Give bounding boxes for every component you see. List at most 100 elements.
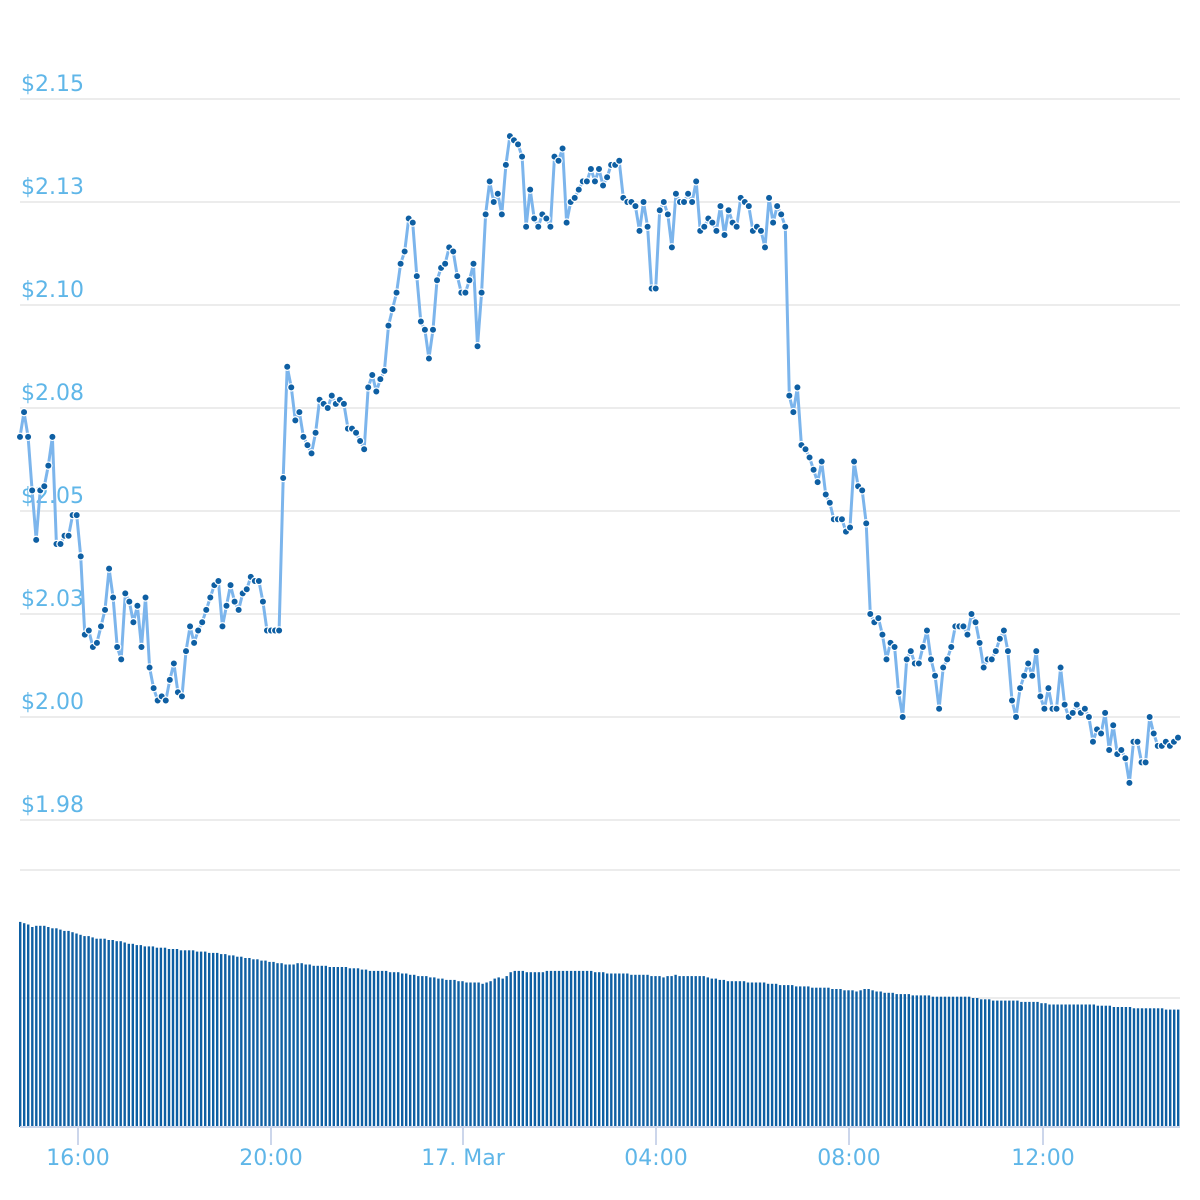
volume-bar	[714, 978, 717, 1127]
volume-bar	[204, 951, 207, 1127]
volume-bar	[35, 925, 38, 1127]
price-point	[1084, 712, 1094, 722]
volume-bar	[352, 968, 356, 1127]
x-tick-label: 04:00	[624, 1146, 687, 1171]
volume-bar	[288, 964, 291, 1127]
volume-bar	[1004, 1000, 1007, 1127]
price-point	[1072, 700, 1081, 709]
volume-bar	[577, 970, 581, 1127]
volume-bar	[216, 952, 219, 1128]
volume-bar	[606, 973, 609, 1127]
price-point	[299, 432, 308, 442]
price-point	[226, 580, 235, 590]
volume-bar	[686, 976, 689, 1127]
volume-bar	[517, 970, 520, 1127]
volume-bar	[1044, 1003, 1047, 1127]
price-point	[339, 399, 349, 409]
volume-bar	[340, 967, 344, 1127]
volume-bar	[401, 973, 404, 1127]
volume-bar	[791, 985, 794, 1127]
price-point	[546, 222, 555, 231]
volume-bar	[1128, 1007, 1132, 1127]
volume-bar	[1080, 1004, 1083, 1127]
price-point	[420, 325, 430, 334]
volume-bar	[1048, 1004, 1051, 1127]
price-point	[1080, 704, 1090, 713]
price-point	[639, 197, 648, 207]
volume-bar	[296, 963, 299, 1127]
x-tick-label: 08:00	[817, 1146, 880, 1171]
price-point	[590, 177, 600, 186]
price-point	[732, 222, 741, 231]
volume-bar	[437, 978, 440, 1127]
price-point	[202, 605, 211, 615]
volume-bar	[1120, 1007, 1124, 1127]
price-point	[92, 638, 102, 648]
price-point	[161, 696, 170, 705]
volume-bar	[505, 976, 508, 1127]
volume-bar	[71, 932, 74, 1127]
volume-bar	[959, 996, 963, 1127]
price-point	[562, 218, 571, 227]
volume-bar	[839, 989, 842, 1127]
volume-bar	[167, 949, 171, 1127]
price-point	[821, 490, 830, 499]
price-point	[866, 609, 875, 619]
x-tick-label: 12:00	[1011, 1146, 1074, 1171]
price-point	[995, 634, 1005, 643]
volume-bar	[276, 963, 279, 1127]
volume-bar	[324, 965, 327, 1128]
price-point	[376, 374, 385, 384]
volume-bar	[232, 955, 235, 1127]
price-point	[1173, 733, 1183, 742]
volume-bar	[23, 923, 26, 1127]
volume-bar	[557, 970, 561, 1127]
price-point	[517, 152, 527, 161]
volume-bar	[1068, 1004, 1071, 1127]
volume-bar	[694, 976, 697, 1127]
price-point	[801, 445, 810, 454]
y-tick-label: $2.13	[21, 175, 84, 200]
price-point	[169, 659, 179, 668]
price-point	[809, 465, 818, 474]
price-point	[234, 605, 243, 615]
volume-bar	[123, 942, 126, 1127]
volume-bar	[887, 992, 890, 1127]
volume-bar	[843, 990, 846, 1127]
volume-bar	[336, 967, 339, 1127]
volume-bar	[1132, 1008, 1136, 1127]
volume-bar	[654, 976, 657, 1127]
volume-bar	[175, 949, 179, 1127]
volume-bar	[248, 958, 251, 1127]
volume-bar	[111, 940, 114, 1127]
volume-bar	[795, 986, 798, 1127]
volume-bar	[903, 994, 906, 1127]
volume-bar	[569, 970, 573, 1127]
price-point	[424, 354, 434, 363]
price-point	[254, 576, 264, 586]
volume-bar	[497, 977, 500, 1127]
volume-bar	[626, 973, 629, 1127]
price-point	[789, 407, 798, 417]
price-point	[793, 383, 802, 392]
price-point	[712, 226, 721, 236]
price-point	[465, 276, 474, 285]
volume-bar	[224, 954, 227, 1127]
volume-bar	[758, 982, 762, 1127]
price-point	[906, 646, 915, 656]
volume-bar	[859, 990, 862, 1127]
volume-bar	[646, 974, 649, 1127]
volume-bar	[429, 977, 432, 1127]
volume-bar	[811, 987, 814, 1127]
price-point	[1019, 671, 1029, 681]
volume-bar	[445, 979, 448, 1127]
price-point	[112, 642, 122, 652]
volume-bar	[622, 973, 625, 1127]
volume-bar	[823, 987, 826, 1127]
price-point	[165, 675, 175, 685]
volume-bar	[634, 974, 637, 1127]
price-point	[772, 201, 782, 211]
price-point	[473, 342, 482, 351]
price-point	[96, 622, 106, 631]
volume-bar	[971, 998, 975, 1127]
